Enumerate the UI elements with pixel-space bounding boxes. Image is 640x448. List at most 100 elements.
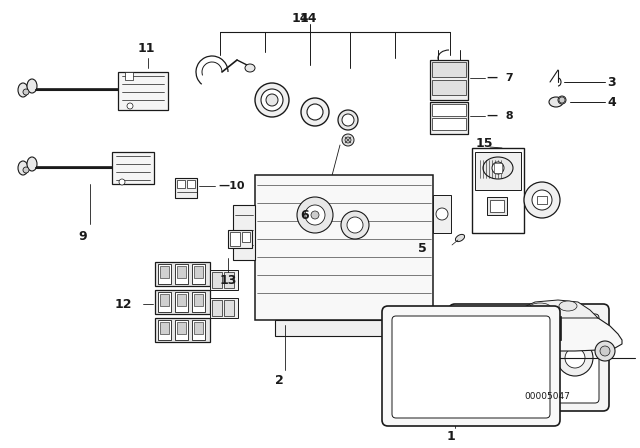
Bar [224,272,234,288]
Bar [175,178,197,198]
Ellipse shape [559,301,577,311]
Text: —  8: — 8 [487,111,514,121]
Text: —10: —10 [218,181,244,191]
Bar [177,266,186,278]
Ellipse shape [307,104,323,120]
Ellipse shape [483,157,513,179]
Circle shape [565,348,585,368]
Bar [155,290,210,314]
Bar [192,292,205,312]
Circle shape [407,385,417,395]
Polygon shape [515,300,598,318]
Bar [112,152,154,184]
Bar [155,262,210,286]
Ellipse shape [342,114,354,126]
Bar [194,266,203,278]
Bar [487,197,507,215]
Bar [242,232,250,242]
Bar [432,62,466,77]
Bar [177,294,186,306]
Bar [194,294,203,306]
Circle shape [297,197,333,233]
Bar [175,292,188,312]
Bar [192,264,205,284]
Bar [118,72,168,110]
Circle shape [600,346,610,356]
Bar [537,196,547,204]
Text: 6: 6 [300,208,308,221]
Bar [187,180,195,188]
Bar [212,300,222,316]
Bar [158,320,171,340]
Bar [175,264,188,284]
Bar [210,270,238,290]
Text: 3: 3 [607,76,616,89]
Text: 9: 9 [78,229,86,242]
Circle shape [305,205,325,225]
Text: 14: 14 [300,12,317,25]
FancyBboxPatch shape [392,316,550,418]
Ellipse shape [27,79,37,93]
Circle shape [524,182,560,218]
Text: —  7: — 7 [487,73,514,83]
Polygon shape [495,310,622,351]
Text: 15: 15 [476,137,493,150]
Ellipse shape [266,94,278,106]
Text: 12: 12 [115,297,132,310]
Circle shape [311,211,319,219]
Bar [177,322,186,334]
Bar [158,264,171,284]
Ellipse shape [338,110,358,130]
Bar [158,292,171,312]
Ellipse shape [456,234,465,241]
Text: 5: 5 [418,241,427,254]
Bar [228,230,252,248]
Bar [160,266,169,278]
Bar [430,102,468,134]
Bar [155,318,210,342]
Ellipse shape [261,89,283,111]
Bar [160,294,169,306]
Circle shape [23,167,29,173]
Bar [494,163,502,173]
Circle shape [397,352,413,368]
Circle shape [513,346,523,356]
Bar [233,205,255,260]
Bar [210,298,238,318]
Text: 00005047: 00005047 [524,392,570,401]
Circle shape [595,341,615,361]
Bar [212,272,222,288]
FancyBboxPatch shape [459,314,599,403]
Circle shape [559,97,565,103]
Bar [432,80,466,95]
Bar [175,320,188,340]
Bar [177,180,185,188]
Bar [275,320,395,336]
Bar [433,195,451,233]
Ellipse shape [255,83,289,117]
Text: 11: 11 [138,42,156,55]
Circle shape [341,211,369,239]
Circle shape [557,340,593,376]
Ellipse shape [492,162,504,174]
Bar [430,60,468,100]
Bar [230,232,240,246]
Bar [160,322,169,334]
Bar [125,72,133,80]
Bar [432,118,466,130]
Circle shape [23,89,29,95]
Circle shape [342,134,354,146]
Text: 4: 4 [607,95,616,108]
Circle shape [345,137,351,143]
Text: 1: 1 [447,430,456,443]
Bar [490,200,504,212]
Bar [472,148,524,233]
Ellipse shape [558,96,566,104]
Bar [475,152,521,190]
FancyBboxPatch shape [449,304,609,411]
Ellipse shape [301,98,329,126]
Ellipse shape [529,303,551,313]
Text: 2: 2 [275,374,284,387]
Ellipse shape [245,64,255,72]
Circle shape [347,217,363,233]
